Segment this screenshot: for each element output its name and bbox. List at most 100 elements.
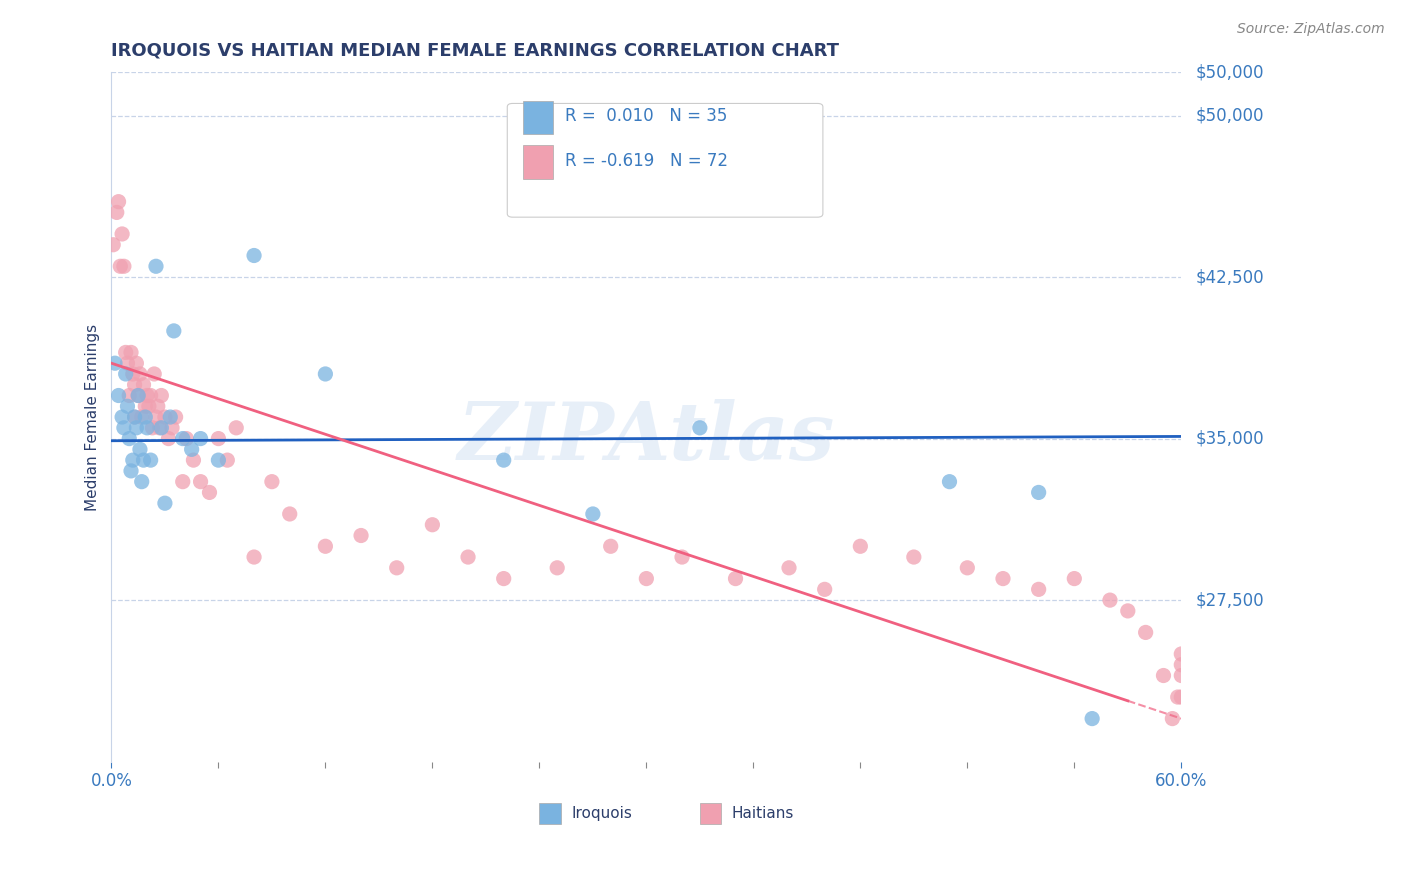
Point <box>111 410 134 425</box>
Point <box>124 377 146 392</box>
Point <box>129 442 152 457</box>
Point <box>1170 647 1192 661</box>
Point <box>134 399 156 413</box>
Point <box>121 367 143 381</box>
Point <box>124 410 146 425</box>
Point <box>457 549 479 564</box>
Point <box>582 507 605 521</box>
Point <box>107 388 129 402</box>
Point <box>131 475 153 489</box>
Point <box>129 367 152 381</box>
Point <box>120 464 142 478</box>
Point <box>849 539 872 553</box>
Point <box>105 205 128 219</box>
Point <box>160 421 183 435</box>
Point <box>314 539 336 553</box>
Point <box>724 572 747 586</box>
FancyBboxPatch shape <box>523 145 554 178</box>
FancyBboxPatch shape <box>540 803 561 823</box>
Point <box>112 421 135 435</box>
Point <box>176 432 198 446</box>
Point <box>814 582 837 597</box>
Point <box>134 410 156 425</box>
Point <box>1063 572 1085 586</box>
Point <box>124 410 146 425</box>
Point <box>143 367 166 381</box>
Point <box>114 345 136 359</box>
Point <box>198 485 221 500</box>
Point <box>127 388 149 402</box>
Point <box>1081 712 1104 726</box>
Point <box>136 388 159 402</box>
Text: Haitians: Haitians <box>733 805 794 821</box>
Text: ZIPAtlas: ZIPAtlas <box>458 399 835 476</box>
Point <box>778 561 800 575</box>
Point <box>132 377 155 392</box>
Point <box>121 453 143 467</box>
Text: $50,000: $50,000 <box>1195 106 1264 125</box>
Point <box>145 410 167 425</box>
Point <box>1028 485 1050 500</box>
Text: $35,000: $35,000 <box>1195 430 1264 448</box>
Point <box>938 475 960 489</box>
Point <box>111 227 134 241</box>
Point <box>165 410 187 425</box>
Point <box>1028 582 1050 597</box>
Point <box>492 572 515 586</box>
Point <box>1116 604 1139 618</box>
Point <box>139 453 162 467</box>
Point <box>183 453 205 467</box>
Text: R =  0.010   N = 35: R = 0.010 N = 35 <box>565 107 727 125</box>
Point <box>127 388 149 402</box>
Point <box>225 421 247 435</box>
Point <box>153 410 176 425</box>
Text: R = -0.619   N = 72: R = -0.619 N = 72 <box>565 152 728 169</box>
Point <box>132 453 155 467</box>
Point <box>159 410 181 425</box>
Text: $27,500: $27,500 <box>1195 591 1264 609</box>
Point <box>1153 668 1175 682</box>
Point <box>1167 690 1189 704</box>
FancyBboxPatch shape <box>700 803 721 823</box>
Point <box>120 345 142 359</box>
Point <box>114 367 136 381</box>
Point <box>1170 668 1192 682</box>
Point <box>139 388 162 402</box>
Point <box>103 237 125 252</box>
Point <box>153 496 176 510</box>
Point <box>104 356 127 370</box>
Point <box>118 432 141 446</box>
Point <box>150 388 173 402</box>
Point <box>217 453 239 467</box>
Point <box>150 421 173 435</box>
Point <box>180 442 202 457</box>
Point <box>260 475 283 489</box>
Point <box>163 324 186 338</box>
Point <box>172 432 194 446</box>
Point <box>689 421 711 435</box>
Point <box>148 421 170 435</box>
Point <box>112 260 135 274</box>
Point <box>546 561 568 575</box>
Point <box>110 260 132 274</box>
Point <box>146 399 169 413</box>
Point <box>190 475 212 489</box>
Point <box>207 432 229 446</box>
FancyBboxPatch shape <box>508 103 823 217</box>
Point <box>172 475 194 489</box>
Point <box>956 561 979 575</box>
Point <box>1170 690 1192 704</box>
Point <box>117 356 139 370</box>
Point <box>385 561 408 575</box>
Point <box>350 528 373 542</box>
Point <box>131 410 153 425</box>
FancyBboxPatch shape <box>523 101 554 134</box>
Text: $42,500: $42,500 <box>1195 268 1264 286</box>
Point <box>125 421 148 435</box>
Point <box>243 248 266 262</box>
Point <box>207 453 229 467</box>
Point <box>125 356 148 370</box>
Text: Source: ZipAtlas.com: Source: ZipAtlas.com <box>1237 22 1385 37</box>
Point <box>636 572 658 586</box>
Point <box>141 421 163 435</box>
